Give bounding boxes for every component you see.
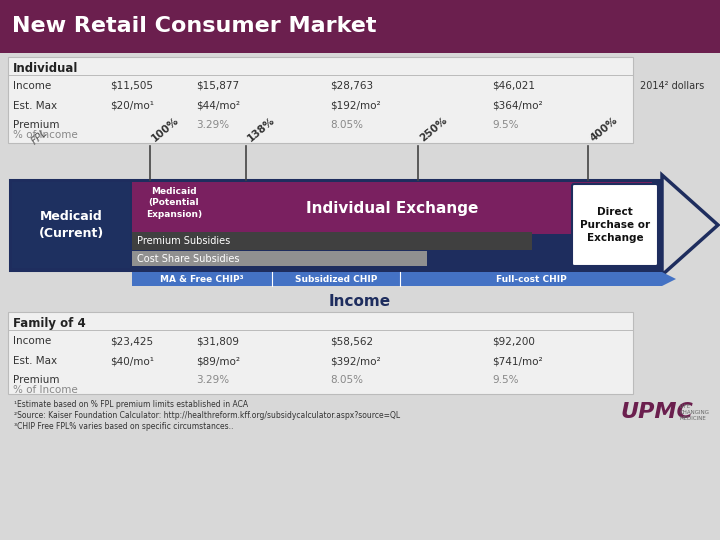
- FancyBboxPatch shape: [572, 184, 658, 266]
- Text: $11,505: $11,505: [110, 81, 153, 91]
- Text: 9.5%: 9.5%: [492, 120, 518, 130]
- FancyBboxPatch shape: [132, 272, 662, 286]
- FancyBboxPatch shape: [132, 182, 652, 234]
- Text: ²Source: Kaiser Foundation Calculator: http://healthreform.kff.org/subsidycalcul: ²Source: Kaiser Foundation Calculator: h…: [14, 411, 400, 420]
- Text: % of Income: % of Income: [13, 385, 78, 395]
- FancyBboxPatch shape: [12, 182, 130, 268]
- Text: Medicaid
(Current): Medicaid (Current): [38, 210, 104, 240]
- Text: % of Income: % of Income: [13, 130, 78, 140]
- FancyBboxPatch shape: [8, 312, 633, 394]
- Text: $20/mo¹: $20/mo¹: [110, 101, 154, 111]
- Text: Cost Share Subsidies: Cost Share Subsidies: [137, 253, 240, 264]
- Text: $15,877: $15,877: [196, 81, 239, 91]
- Text: $23,425: $23,425: [110, 336, 153, 346]
- Text: Premium: Premium: [13, 375, 60, 385]
- Text: Full-cost CHIP: Full-cost CHIP: [495, 274, 567, 284]
- Text: 9.5%: 9.5%: [492, 375, 518, 385]
- FancyBboxPatch shape: [8, 57, 633, 143]
- FancyBboxPatch shape: [132, 182, 217, 224]
- Text: 250%: 250%: [418, 116, 449, 144]
- Text: 2014² dollars: 2014² dollars: [640, 81, 704, 91]
- Text: ³CHIP Free FPL% varies based on specific circumstances..: ³CHIP Free FPL% varies based on specific…: [14, 422, 233, 431]
- Text: New Retail Consumer Market: New Retail Consumer Market: [12, 16, 377, 36]
- Text: 3.29%: 3.29%: [196, 120, 229, 130]
- Text: $46,021: $46,021: [492, 81, 535, 91]
- Text: $192/mo²: $192/mo²: [330, 101, 381, 111]
- Text: Premium: Premium: [13, 120, 60, 130]
- Text: Income: Income: [13, 81, 51, 91]
- Text: UPMC: UPMC: [620, 402, 693, 422]
- Text: $44/mo²: $44/mo²: [196, 101, 240, 111]
- FancyBboxPatch shape: [0, 0, 720, 53]
- Text: Subsidized CHIP: Subsidized CHIP: [294, 274, 377, 284]
- Text: MA & Free CHIP³: MA & Free CHIP³: [160, 274, 244, 284]
- Text: $364/mo²: $364/mo²: [492, 101, 543, 111]
- FancyBboxPatch shape: [132, 232, 532, 250]
- Text: Individual Exchange: Individual Exchange: [306, 200, 478, 215]
- Text: $31,809: $31,809: [196, 336, 239, 346]
- Text: 100%: 100%: [150, 116, 181, 144]
- Text: $741/mo²: $741/mo²: [492, 356, 543, 366]
- Text: 138%: 138%: [246, 116, 277, 144]
- Text: Est. Max: Est. Max: [13, 356, 57, 366]
- Text: Premium Subsidies: Premium Subsidies: [137, 236, 230, 246]
- Text: 3.29%: 3.29%: [196, 375, 229, 385]
- Text: $40/mo¹: $40/mo¹: [110, 356, 154, 366]
- Text: LIFE
CHANGING
MEDICINE: LIFE CHANGING MEDICINE: [680, 404, 710, 421]
- Text: FPL: FPL: [30, 128, 50, 147]
- Polygon shape: [662, 272, 676, 286]
- Text: $89/mo²: $89/mo²: [196, 356, 240, 366]
- Polygon shape: [662, 175, 718, 275]
- FancyBboxPatch shape: [132, 251, 427, 266]
- Text: Est. Max: Est. Max: [13, 101, 57, 111]
- Text: 400%: 400%: [588, 116, 619, 144]
- Text: 8.05%: 8.05%: [330, 120, 363, 130]
- Text: $28,763: $28,763: [330, 81, 373, 91]
- Text: Income: Income: [329, 294, 391, 309]
- Text: 8.05%: 8.05%: [330, 375, 363, 385]
- Text: $92,200: $92,200: [492, 336, 535, 346]
- Text: Medicaid
(Potential
Expansion): Medicaid (Potential Expansion): [146, 187, 202, 219]
- Text: Direct
Purchase or
Exchange: Direct Purchase or Exchange: [580, 207, 650, 243]
- Text: Family of 4: Family of 4: [13, 317, 86, 330]
- Text: Individual: Individual: [13, 62, 78, 75]
- Text: $392/mo²: $392/mo²: [330, 356, 381, 366]
- Text: Income: Income: [13, 336, 51, 346]
- Text: ¹Estimate based on % FPL premium limits established in ACA: ¹Estimate based on % FPL premium limits …: [14, 400, 248, 409]
- Text: $58,562: $58,562: [330, 336, 373, 346]
- FancyBboxPatch shape: [10, 180, 662, 270]
